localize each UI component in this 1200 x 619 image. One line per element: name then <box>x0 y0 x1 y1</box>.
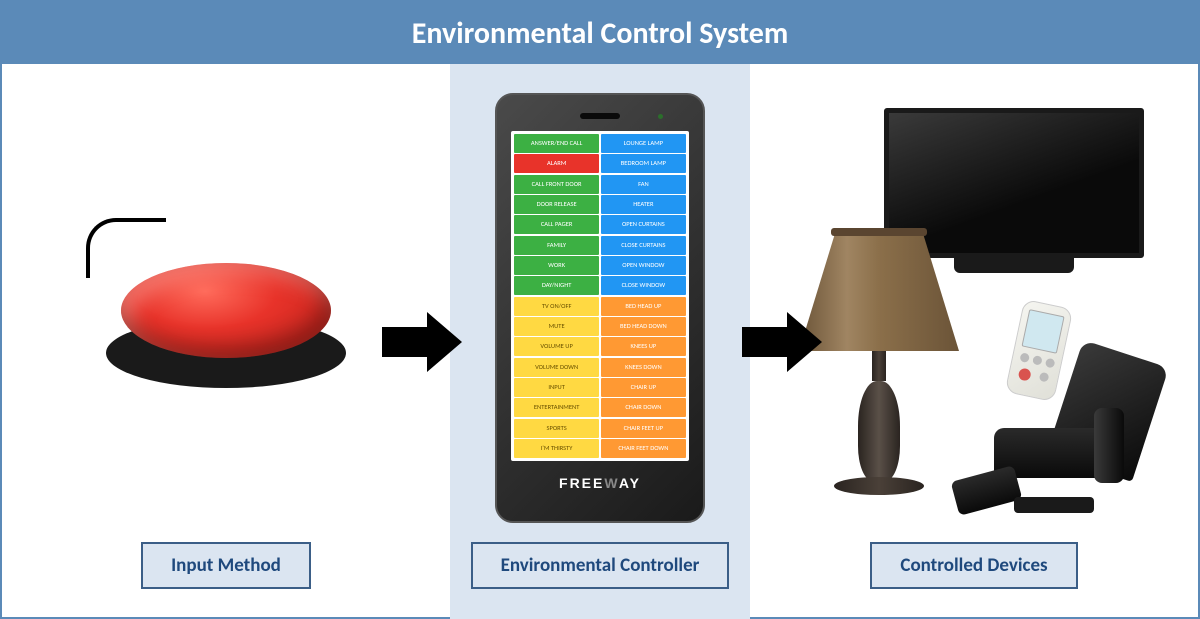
recliner-base <box>1014 497 1094 513</box>
diagram-title: Environmental Control System <box>412 15 789 52</box>
controller-button[interactable]: I'M THIRSTY <box>514 439 599 458</box>
controller-button[interactable]: VOLUME DOWN <box>514 358 599 377</box>
controller-button[interactable]: SPORTS <box>514 419 599 438</box>
lamp-neck <box>872 351 886 381</box>
controller-button-row: VOLUME DOWNKNEES DOWN <box>514 358 686 377</box>
controller-device: ANSWER/END CALLLOUNGE LAMPALARMBEDROOM L… <box>495 93 705 523</box>
controller-button[interactable]: ENTERTAINMENT <box>514 398 599 417</box>
switch-top <box>121 263 331 358</box>
device-led-icon <box>658 114 663 119</box>
controller-image-area: ANSWER/END CALLLOUNGE LAMPALARMBEDROOM L… <box>460 84 740 532</box>
controller-button[interactable]: BEDROOM LAMP <box>601 154 686 173</box>
controller-button[interactable]: INPUT <box>514 378 599 397</box>
controller-button[interactable]: CHAIR DOWN <box>601 398 686 417</box>
controller-button[interactable]: CHAIR FEET UP <box>601 419 686 438</box>
controller-button-row: MUTEBED HEAD DOWN <box>514 317 686 336</box>
controller-button[interactable]: ALARM <box>514 154 599 173</box>
panel-label-input: Input Method <box>141 542 311 589</box>
controller-button-row: ALARMBEDROOM LAMP <box>514 154 686 173</box>
controller-button-row: DAY/NIGHTCLOSE WINDOW <box>514 276 686 295</box>
controller-button[interactable]: DAY/NIGHT <box>514 276 599 295</box>
panel-label-devices: Controlled Devices <box>870 542 1077 589</box>
controller-button[interactable]: CHAIR UP <box>601 378 686 397</box>
controller-button-row: ENTERTAINMENTCHAIR DOWN <box>514 398 686 417</box>
recliner-device <box>954 348 1154 518</box>
controller-button[interactable]: WORK <box>514 256 599 275</box>
controller-button[interactable]: CLOSE CURTAINS <box>601 236 686 255</box>
lamp-shade <box>799 236 959 351</box>
panel-controller: ANSWER/END CALLLOUNGE LAMPALARMBEDROOM L… <box>450 64 750 619</box>
accessibility-switch-button <box>76 208 376 408</box>
controller-button[interactable]: CHAIR FEET DOWN <box>601 439 686 458</box>
controller-button[interactable]: ANSWER/END CALL <box>514 134 599 153</box>
controller-button-row: ANSWER/END CALLLOUNGE LAMP <box>514 134 686 153</box>
lamp-shade-top <box>831 228 927 236</box>
input-image-area <box>12 84 440 532</box>
diagram-container: Environmental Control System Input Metho… <box>0 0 1200 619</box>
arrow-icon <box>742 312 822 372</box>
diagram-content: Input Method ANSWER/END CALLLOUNGE LAMPA… <box>2 64 1198 619</box>
controller-button-row: CALL FRONT DOORFAN <box>514 175 686 194</box>
controller-button[interactable]: BED HEAD UP <box>601 297 686 316</box>
controller-button-row: VOLUME UPKNEES UP <box>514 337 686 356</box>
controller-button-row: TV ON/OFFBED HEAD UP <box>514 297 686 316</box>
title-bar: Environmental Control System <box>2 2 1198 64</box>
controller-button[interactable]: TV ON/OFF <box>514 297 599 316</box>
controller-button[interactable]: MUTE <box>514 317 599 336</box>
device-sensor <box>580 113 620 119</box>
controller-button-row: INPUTCHAIR UP <box>514 378 686 397</box>
controller-button[interactable]: CALL FRONT DOOR <box>514 175 599 194</box>
recliner-arm <box>1094 408 1124 483</box>
controller-button-row: I'M THIRSTYCHAIR FEET DOWN <box>514 439 686 458</box>
controller-button[interactable]: LOUNGE LAMP <box>601 134 686 153</box>
devices-image-area <box>760 84 1188 532</box>
controller-button-row: SPORTSCHAIR FEET UP <box>514 419 686 438</box>
controller-button[interactable]: OPEN CURTAINS <box>601 215 686 234</box>
lamp-body <box>858 381 900 481</box>
lamp-base <box>834 477 924 495</box>
controller-button[interactable]: VOLUME UP <box>514 337 599 356</box>
panel-label-controller: Environmental Controller <box>471 542 730 589</box>
switch-cable <box>86 218 166 278</box>
arrow-icon <box>382 312 462 372</box>
controller-button[interactable]: HEATER <box>601 195 686 214</box>
controller-button-row: DOOR RELEASEHEATER <box>514 195 686 214</box>
device-top <box>507 113 693 125</box>
devices-stage <box>794 98 1154 518</box>
device-brand: FREEWAY <box>507 467 693 491</box>
controller-button[interactable]: OPEN WINDOW <box>601 256 686 275</box>
controller-button-row: CALL PAGEROPEN CURTAINS <box>514 215 686 234</box>
controller-button[interactable]: FAN <box>601 175 686 194</box>
controller-button[interactable]: BED HEAD DOWN <box>601 317 686 336</box>
controller-button[interactable]: FAMILY <box>514 236 599 255</box>
controller-button[interactable]: DOOR RELEASE <box>514 195 599 214</box>
controller-button[interactable]: CALL PAGER <box>514 215 599 234</box>
recliner-foot <box>951 465 1023 516</box>
controller-button-row: WORKOPEN WINDOW <box>514 256 686 275</box>
tv-stand <box>954 258 1074 273</box>
controller-button[interactable]: KNEES UP <box>601 337 686 356</box>
controller-button-row: FAMILYCLOSE CURTAINS <box>514 236 686 255</box>
device-screen: ANSWER/END CALLLOUNGE LAMPALARMBEDROOM L… <box>511 131 689 461</box>
controller-button[interactable]: CLOSE WINDOW <box>601 276 686 295</box>
controller-button[interactable]: KNEES DOWN <box>601 358 686 377</box>
